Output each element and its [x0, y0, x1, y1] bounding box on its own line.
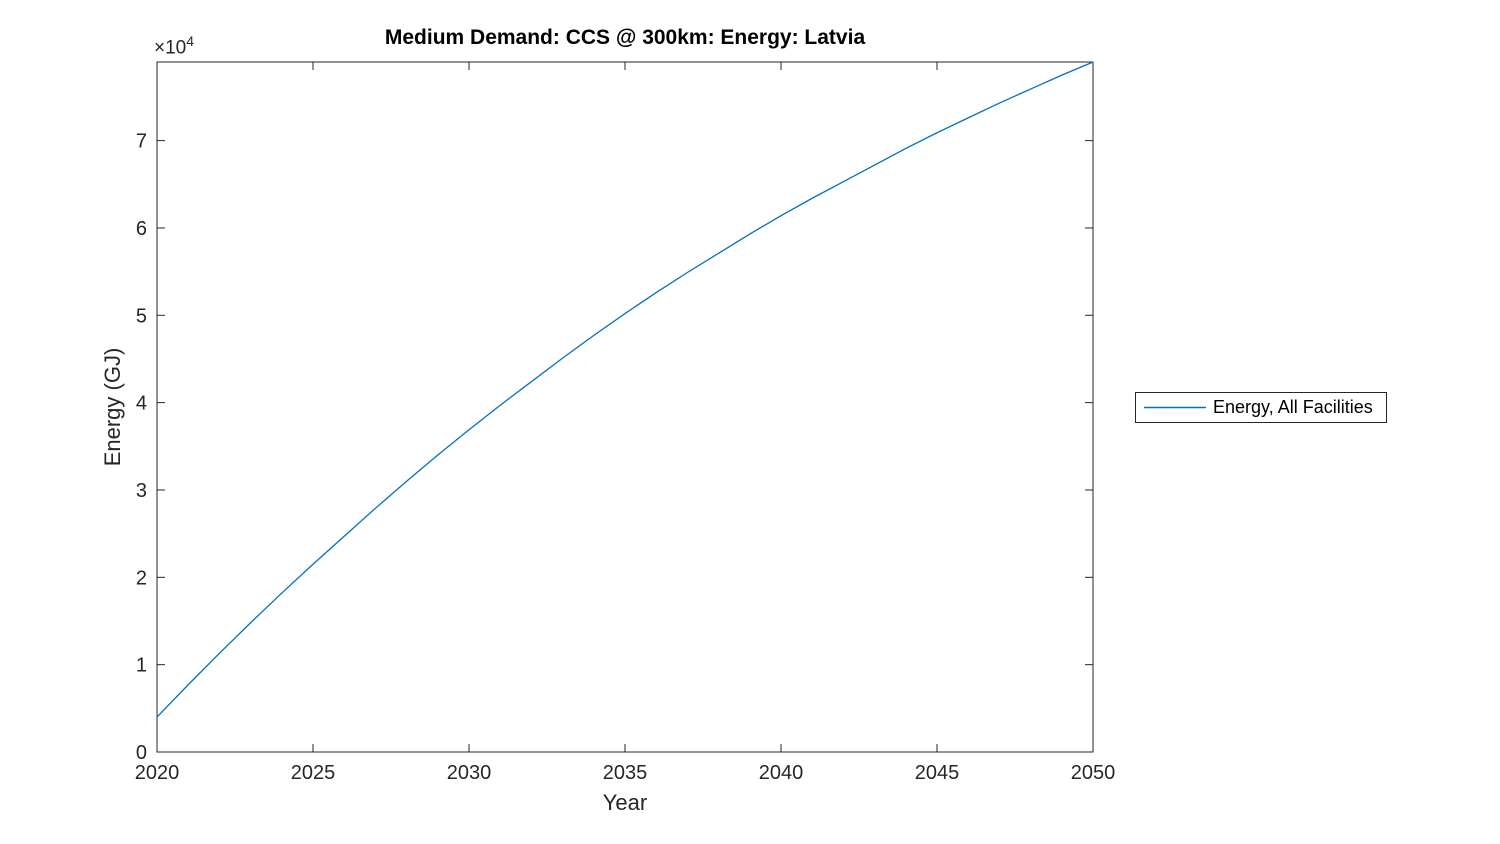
y-axis-multiplier-exponent: 4 [186, 33, 195, 49]
y-axis-multiplier-base: ×10 [154, 37, 187, 59]
x-tick-label: 2030 [447, 762, 492, 784]
y-tick-label: 2 [136, 567, 147, 589]
legend-entry-label: Energy, All Facilities [1213, 397, 1373, 417]
y-axis-multiplier: ×104 [154, 33, 194, 59]
y-tick-label: 3 [136, 480, 147, 502]
x-tick-label: 2050 [1071, 762, 1116, 784]
y-tick-label: 5 [136, 305, 147, 327]
legend: Energy, All Facilities [1135, 392, 1387, 423]
y-tick-label: 6 [136, 218, 147, 240]
legend-line-sample-icon [1144, 406, 1206, 409]
x-tick-label: 2035 [603, 762, 648, 784]
series-line [156, 61, 1094, 718]
x-tick-label: 2020 [135, 762, 180, 784]
x-tick-label: 2045 [915, 762, 960, 784]
axes-box [156, 61, 1094, 753]
y-tick-label: 0 [136, 742, 147, 764]
y-tick-label: 4 [136, 393, 147, 415]
x-tick-label: 2025 [291, 762, 336, 784]
y-tick-label: 7 [136, 131, 147, 153]
y-tick-label: 1 [136, 655, 147, 677]
x-axis-label: Year [602, 790, 648, 815]
chart-title: Medium Demand: CCS @ 300km: Energy: Latv… [384, 26, 866, 49]
x-tick-label: 2040 [759, 762, 804, 784]
